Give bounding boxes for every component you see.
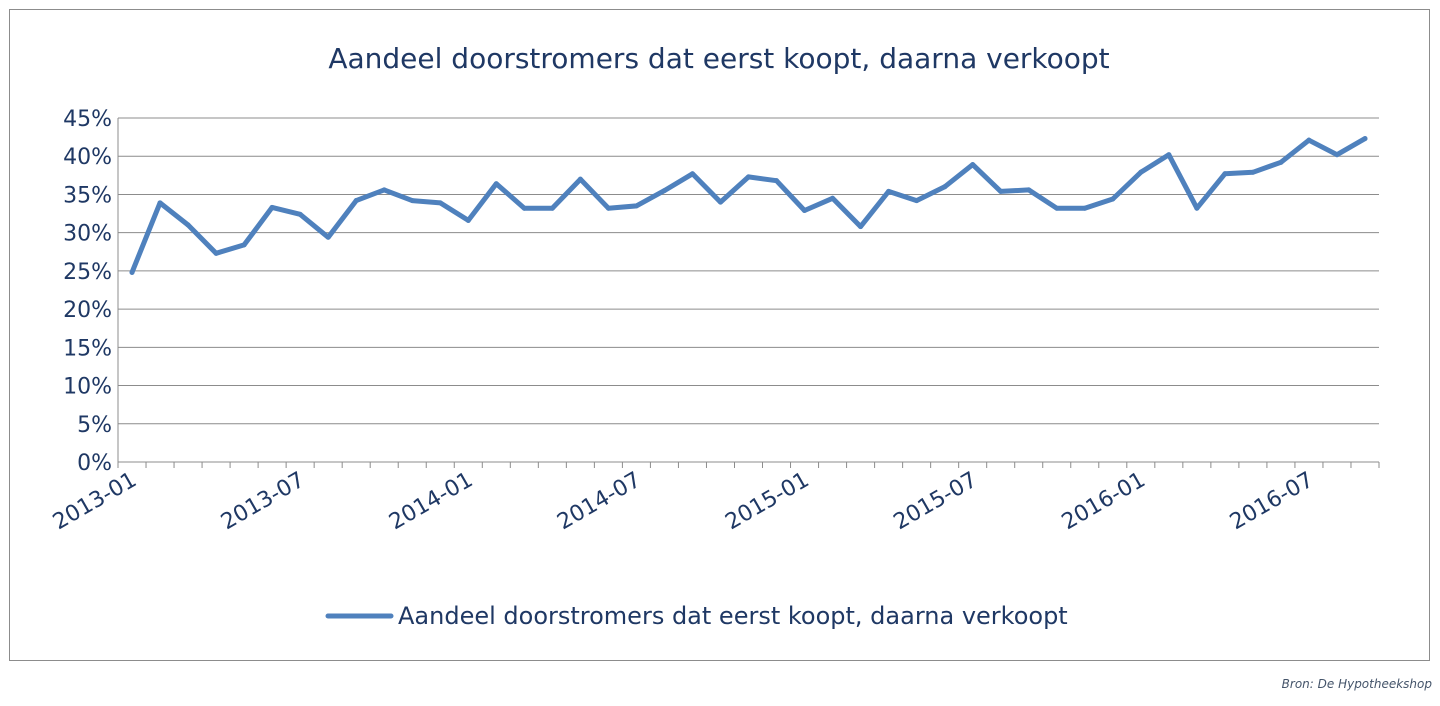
data-point: [521, 205, 527, 211]
line-chart: Aandeel doorstromers dat eerst koopt, da…: [49, 42, 1380, 630]
data-point: [129, 269, 135, 275]
data-point: [381, 187, 387, 193]
data-point: [661, 188, 667, 194]
data-point: [1306, 137, 1312, 143]
y-tick-label: 0%: [77, 451, 112, 476]
y-axis-tick-labels: 0% 5% 10% 15% 20% 25% 30% 35% 40% 45%: [63, 107, 112, 476]
y-tick-label: 15%: [63, 336, 112, 361]
data-point: [297, 211, 303, 217]
data-point: [1110, 196, 1116, 202]
data-point: [493, 181, 499, 187]
data-point: [998, 188, 1004, 194]
x-tick-label: 2016-07: [1226, 468, 1318, 536]
series-line: [129, 136, 1368, 275]
data-point: [1250, 169, 1256, 175]
data-point: [577, 176, 583, 182]
data-point: [605, 205, 611, 211]
y-tick-label: 10%: [63, 375, 112, 400]
x-tick-label: 2013-07: [217, 468, 309, 536]
data-point: [746, 174, 751, 180]
data-point: [157, 200, 163, 206]
y-tick-label: 20%: [63, 298, 112, 323]
chart-frame: Aandeel doorstromers dat eerst koopt, da…: [9, 9, 1430, 661]
x-tick-label: 2016-01: [1058, 468, 1150, 536]
data-point: [1054, 205, 1060, 211]
x-axis-tick-labels: 2013-01 2013-07 2014-01 2014-07 2015-01 2015-…: [49, 468, 1318, 536]
x-tick-label: 2013-01: [49, 468, 141, 536]
x-tick-label: 2014-01: [385, 468, 477, 536]
x-tick-label: 2015-01: [721, 468, 813, 536]
data-point: [465, 217, 471, 223]
data-point: [942, 184, 948, 190]
legend-label: Aandeel doorstromers dat eerst koopt, da…: [398, 602, 1068, 630]
data-point: [409, 198, 415, 204]
data-point: [914, 198, 920, 204]
data-point: [1138, 169, 1144, 175]
data-point: [802, 207, 808, 213]
y-tick-label: 5%: [77, 413, 112, 438]
data-point: [689, 171, 695, 177]
data-point: [717, 199, 723, 205]
data-point: [213, 250, 219, 256]
data-point: [774, 178, 780, 184]
data-point: [185, 222, 191, 228]
data-point: [886, 188, 892, 194]
data-point: [633, 203, 639, 209]
gridlines: [118, 117, 1379, 425]
data-point: [437, 200, 443, 206]
data-point: [269, 204, 275, 210]
series-layer: [129, 136, 1368, 275]
data-point: [353, 198, 359, 204]
y-tick-label: 30%: [63, 222, 112, 247]
data-point: [1082, 205, 1088, 211]
axes: [117, 118, 1380, 468]
x-tick-label: 2014-07: [553, 468, 645, 536]
chart-title: Aandeel doorstromers dat eerst koopt, da…: [328, 42, 1109, 75]
y-tick-label: 25%: [63, 260, 112, 285]
y-tick-label: 45%: [63, 107, 112, 132]
y-tick-label: 40%: [63, 145, 112, 170]
data-point: [549, 205, 555, 211]
data-point: [830, 195, 836, 201]
data-point: [1194, 205, 1200, 211]
data-point: [1362, 136, 1368, 142]
data-point: [858, 224, 864, 230]
data-point: [1026, 187, 1032, 193]
data-point: [1222, 171, 1228, 177]
y-tick-label: 35%: [63, 183, 112, 208]
source-note: Bron: De Hypotheekshop: [1281, 677, 1432, 691]
x-tick-label: 2015-07: [890, 468, 982, 536]
data-point: [325, 234, 331, 240]
data-point: [1278, 159, 1284, 165]
data-point: [970, 162, 976, 168]
data-point: [1166, 152, 1172, 158]
data-point: [241, 242, 247, 248]
data-point: [1334, 152, 1340, 158]
legend: Aandeel doorstromers dat eerst koopt, da…: [325, 602, 1068, 630]
